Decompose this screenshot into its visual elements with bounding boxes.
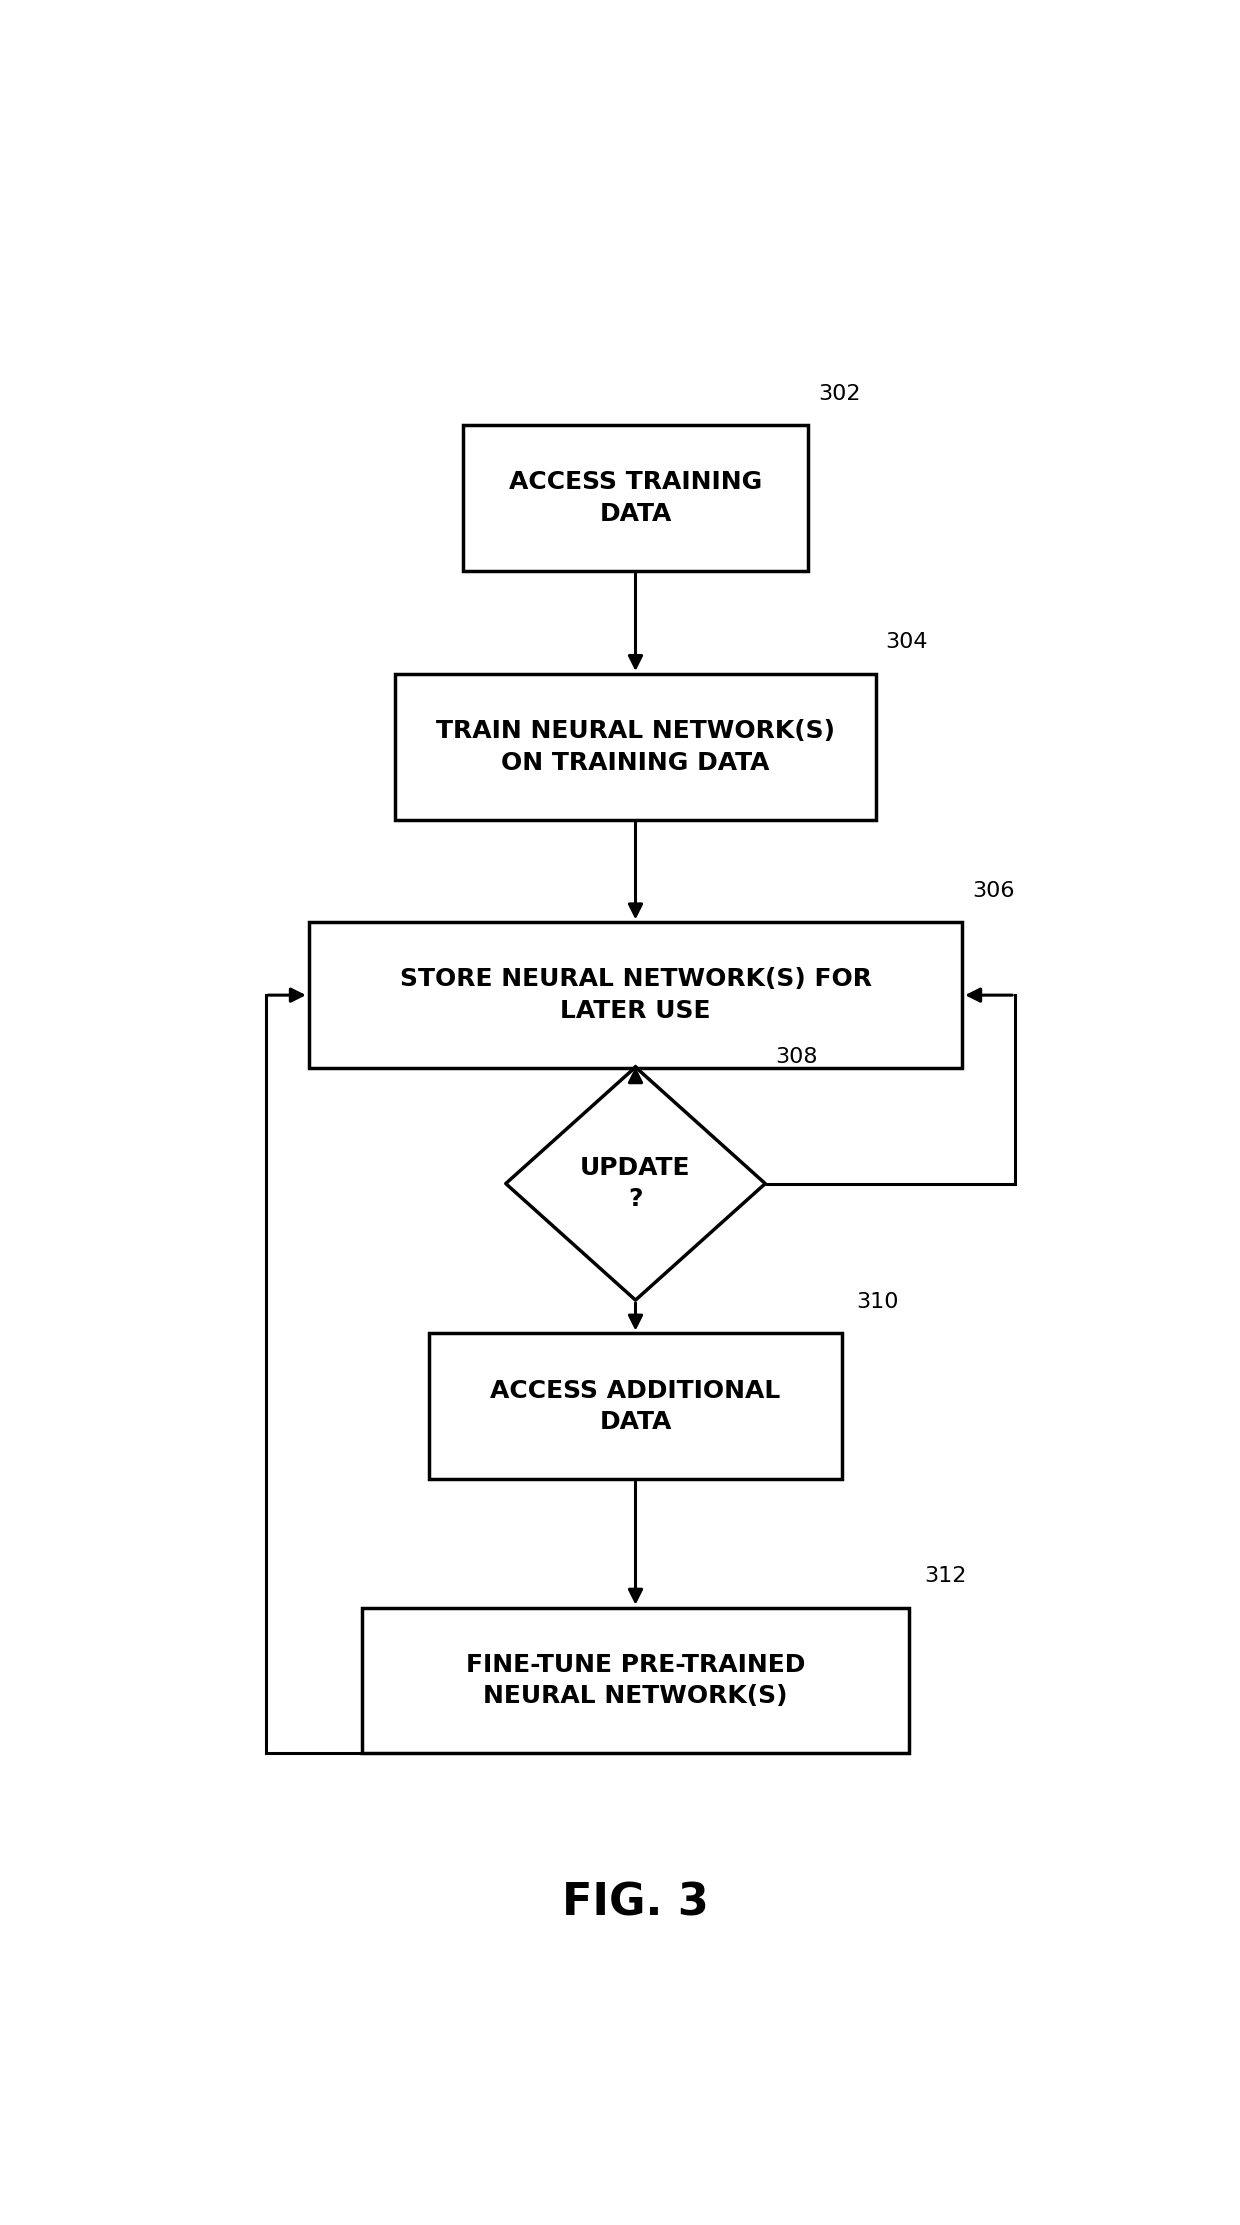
- FancyBboxPatch shape: [362, 1609, 909, 1753]
- Text: 306: 306: [972, 881, 1014, 901]
- Polygon shape: [506, 1068, 765, 1299]
- FancyBboxPatch shape: [463, 425, 808, 572]
- Text: FIG. 3: FIG. 3: [562, 1882, 709, 1925]
- Text: ACCESS TRAINING
DATA: ACCESS TRAINING DATA: [508, 469, 763, 525]
- FancyBboxPatch shape: [309, 923, 962, 1068]
- Text: 310: 310: [857, 1293, 899, 1313]
- Text: STORE NEURAL NETWORK(S) FOR
LATER USE: STORE NEURAL NETWORK(S) FOR LATER USE: [399, 968, 872, 1024]
- Text: 308: 308: [775, 1048, 817, 1068]
- Text: FINE-TUNE PRE-TRAINED
NEURAL NETWORK(S): FINE-TUNE PRE-TRAINED NEURAL NETWORK(S): [466, 1653, 805, 1709]
- FancyBboxPatch shape: [429, 1333, 842, 1480]
- Text: ACCESS ADDITIONAL
DATA: ACCESS ADDITIONAL DATA: [490, 1380, 781, 1435]
- FancyBboxPatch shape: [396, 674, 875, 819]
- Text: UPDATE
?: UPDATE ?: [580, 1155, 691, 1210]
- Text: 302: 302: [818, 385, 861, 405]
- Text: TRAIN NEURAL NETWORK(S)
ON TRAINING DATA: TRAIN NEURAL NETWORK(S) ON TRAINING DATA: [436, 719, 835, 774]
- Text: 304: 304: [885, 632, 928, 652]
- Text: 312: 312: [924, 1566, 966, 1586]
